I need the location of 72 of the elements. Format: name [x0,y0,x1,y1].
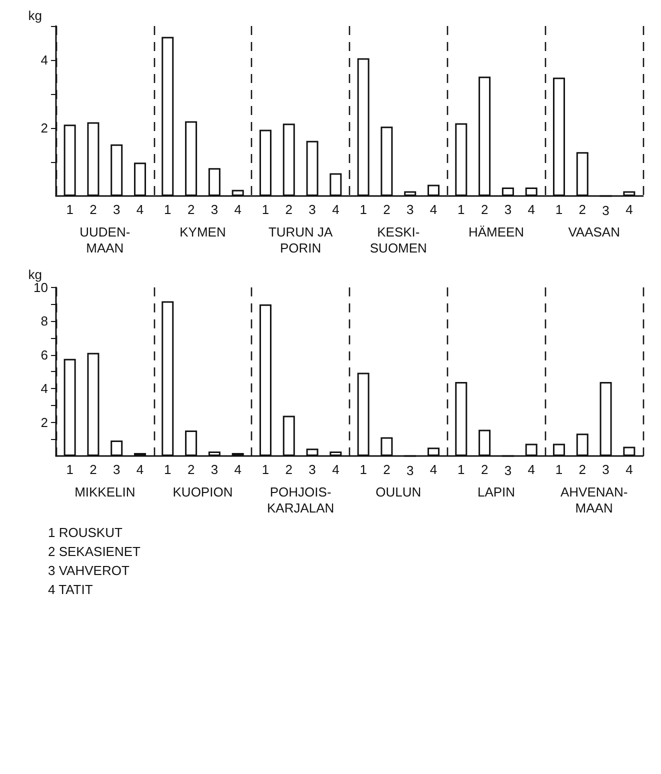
x-tick-label: TURUN JA PORIN [268,224,334,256]
text: 2 [480,202,488,217]
series-label: 2 [90,202,97,217]
text: 1 [555,462,563,477]
text: 2 [285,462,292,477]
text: 1 [555,202,563,217]
y-tick-label: 4 [40,52,48,68]
text: 3 [504,462,512,478]
text: 3 [210,202,218,217]
text: 1 [360,202,367,217]
x-tick-label: KESKI- SUOMEN [370,224,427,256]
x-tick-label: LAPIN [477,484,516,500]
text: 4 [430,202,438,217]
text: 2 [187,462,195,477]
text: 1 [458,202,465,217]
text: 1 [262,462,270,477]
text: 3 [602,202,610,218]
text: 1 [164,462,172,477]
series-label: 4 [136,202,144,217]
text: 1 [164,202,172,217]
text: 2 [285,202,292,217]
series-label: 1 [66,462,74,477]
x-tick-label: KUOPION [172,484,233,500]
text: 4 [332,462,340,477]
text: 2 SEKASIENET [48,544,141,559]
text: 3 [406,462,414,478]
x-tick-label: VAASAN [568,224,620,240]
text: 2 [578,202,586,217]
series-label: 3 [113,202,120,217]
text: 3 [210,462,218,477]
text: 1 [458,462,465,477]
text: 3 [308,462,316,477]
text: 4 [626,202,633,217]
y-tick-label: 4 [40,381,48,396]
text: 3 [504,202,512,217]
x-tick-label: HÄMEEN [468,224,524,240]
series-label: 2 [90,462,97,477]
series-label: 3 [113,462,120,477]
series-label: 4 [136,462,144,477]
text: 4 [528,462,535,477]
x-tick-label: KYMEN [180,224,226,240]
text: 2 [383,202,390,217]
y-axis-title: kg [28,8,42,23]
y-tick-label: 8 [40,314,48,329]
text: 2 [578,462,586,477]
text: 4 [332,202,340,217]
x-tick-label: UUDEN- MAAN [80,224,130,256]
text: 2 [187,202,195,217]
x-tick-label: POHJOIS- KARJALAN [266,484,334,516]
y-tick-label: 2 [40,414,48,430]
text: 4 [430,462,438,477]
text: 4 [626,462,633,477]
y-axis-title: kg [28,267,42,282]
text: 4 [528,202,535,217]
y-tick-label: 2 [40,120,48,136]
text: 1 [262,202,270,217]
text: 3 VAHVEROT [48,563,130,578]
x-tick-label: AHVENAN- MAAN [560,484,628,516]
text: 1 ROUSKUT [48,525,122,540]
text: 4 [234,462,242,477]
text: 2 [480,462,488,477]
x-tick-label: MIKKELIN [74,484,136,500]
text: 1 [360,462,367,477]
text: 3 [308,202,316,217]
y-tick-label: 6 [40,347,48,362]
text: 3 [602,462,610,477]
series-label: 1 [66,202,74,217]
x-tick-label: OULUN [376,484,422,500]
text: 4 TATIT [48,582,93,597]
text: 4 [234,202,242,217]
text: 3 [406,202,414,217]
text: 2 [383,462,390,477]
